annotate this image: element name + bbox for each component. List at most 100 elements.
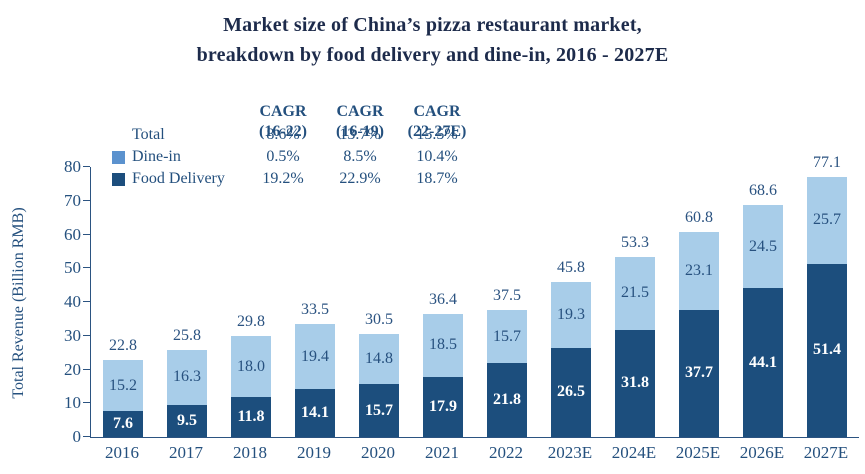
bar-total-label: 68.6 <box>749 182 777 200</box>
bar-segment-food-delivery: 14.1 <box>295 389 335 437</box>
bar-slot-2026e: 68.6 24.5 44.1 <box>731 167 795 437</box>
bar-total-label: 45.8 <box>557 259 585 277</box>
cagr-column-header: CAGR (22-27E) <box>407 103 467 140</box>
y-tick-label: 10 <box>64 393 81 413</box>
cagr-column-header: CAGR (16-19) <box>336 103 384 140</box>
bar-stack: 14.8 15.7 <box>359 334 399 437</box>
y-tick-mark <box>83 199 90 201</box>
x-axis-label-2024e: 2024E <box>611 443 657 462</box>
y-tick-label: 80 <box>64 157 81 176</box>
bar-total-label: 77.1 <box>813 153 841 171</box>
cagr-value-cell: 19.2% <box>262 170 304 187</box>
bar-segment-dine-in: 23.1 <box>679 231 719 310</box>
y-tick-label: 70 <box>64 190 81 210</box>
cagr-row-label-food-delivery: Food Delivery <box>112 168 243 190</box>
bar-slot-2016: 22.8 15.2 7.6 <box>91 167 155 437</box>
bar-stack: 21.5 31.8 <box>615 257 655 437</box>
bar-stack: 23.1 37.7 <box>679 231 719 437</box>
bar-slot-2023e: 45.8 19.3 26.5 <box>539 167 603 437</box>
y-tick-label: 20 <box>64 359 81 379</box>
bar-segment-dine-in: 16.3 <box>167 349 207 405</box>
bar-segment-food-delivery: 15.7 <box>359 384 399 437</box>
cagr-row-label-text: Food Delivery <box>132 170 225 187</box>
bar-segment-dine-in: 18.0 <box>231 336 271 398</box>
bar-segment-dine-in: 24.5 <box>743 205 783 289</box>
bar-segment-dine-in: 15.2 <box>103 360 143 412</box>
bar-segment-food-delivery: 17.9 <box>423 376 463 437</box>
y-axis-title: Total Revenue (Billion RMB) <box>10 207 27 399</box>
cagr-value-cell: 22.9% <box>339 170 381 187</box>
cagr-row-label-dine-in: Dine-in <box>112 146 243 168</box>
y-tick-mark <box>83 233 90 235</box>
bar-segment-food-delivery: 26.5 <box>551 347 591 437</box>
plot-area: 0 10 20 30 40 50 60 70 80 22.8 15.2 7.6 25.8 16.3 9.5… <box>64 154 859 446</box>
bar-slot-2024e: 53.3 21.5 31.8 <box>603 167 667 437</box>
cagr-table: CAGR (16-22) CAGR (16-19) CAGR (22-27E) Tot… <box>112 102 477 190</box>
bar-slot-2019: 33.5 19.4 14.1 <box>283 167 347 437</box>
x-axis-label-2021: 2021 <box>425 443 459 462</box>
cagr-column-header: CAGR (16-22) <box>259 103 307 140</box>
bar-segment-dine-in: 21.5 <box>615 257 655 330</box>
bar-segment-food-delivery: 51.4 <box>807 263 847 437</box>
bar-slot-2018: 29.8 18.0 11.8 <box>219 167 283 437</box>
chart-title-line2: breakdown by food delivery and dine-in, … <box>196 44 669 66</box>
bar-slot-2021: 36.4 18.5 17.9 <box>411 167 475 437</box>
bar-slot-2017: 25.8 16.3 9.5 <box>155 167 219 437</box>
y-tick-mark <box>83 301 90 303</box>
x-axis-label-2018: 2018 <box>233 443 267 462</box>
bar-stack: 24.5 44.1 <box>743 205 783 437</box>
bar-total-label: 22.8 <box>109 337 137 355</box>
x-axis-label-2016: 2016 <box>105 443 139 462</box>
chart-title: Market size of China’s pizza restaurant … <box>0 10 865 70</box>
bar-segment-food-delivery: 7.6 <box>103 411 143 437</box>
y-tick-mark <box>83 368 90 370</box>
cagr-value-cell: 0.5% <box>266 148 300 165</box>
legend-swatch-food-delivery <box>112 172 125 186</box>
cagr-value-cell: 10.4% <box>416 148 458 165</box>
x-axis-label-2027e: 2027E <box>803 443 849 462</box>
x-axis-labels: 2016 2017 2018 2019 2020 2021 2022 2023E 2024E 20… <box>90 443 858 463</box>
y-tick-mark <box>83 402 90 404</box>
x-axis-label-2023e: 2023E <box>547 443 593 462</box>
bar-total-label: 25.8 <box>173 326 201 344</box>
bar-segment-food-delivery: 37.7 <box>679 309 719 437</box>
x-axis-label-2019: 2019 <box>297 443 331 462</box>
bar-stack: 19.3 26.5 <box>551 282 591 437</box>
bar-segment-dine-in: 19.4 <box>295 323 335 390</box>
y-tick-mark <box>83 267 90 269</box>
bar-segment-dine-in: 15.7 <box>487 310 527 364</box>
x-axis-label-2020: 2020 <box>361 443 395 462</box>
bar-total-label: 36.4 <box>429 291 457 309</box>
cagr-row-label-total: Total <box>112 124 243 146</box>
cagr-value-cell: 18.7% <box>416 170 458 187</box>
cagr-value-cell: 13.7% <box>339 126 381 143</box>
y-tick-mark <box>83 436 90 438</box>
bar-stack: 18.5 17.9 <box>423 314 463 437</box>
bar-segment-dine-in: 25.7 <box>807 176 847 264</box>
bar-segment-dine-in: 19.3 <box>551 282 591 348</box>
bar-slot-2027e: 77.1 25.7 51.4 <box>795 154 859 437</box>
bar-stack: 15.7 21.8 <box>487 310 527 437</box>
y-tick-mark <box>83 166 90 168</box>
cagr-value-cell: 8.6% <box>266 126 300 143</box>
cagr-value-cell: 15.5% <box>416 126 458 143</box>
bar-stack: 18.0 11.8 <box>231 336 271 437</box>
cagr-row-label-text: Dine-in <box>132 148 181 165</box>
bar-total-label: 53.3 <box>621 234 649 252</box>
y-tick-label: 60 <box>64 224 81 244</box>
x-axis-label-2017: 2017 <box>169 443 203 462</box>
y-tick-label: 50 <box>64 258 81 278</box>
bar-segment-food-delivery: 9.5 <box>167 404 207 437</box>
cagr-row-label-text: Total <box>132 126 165 143</box>
bar-slot-2020: 30.5 14.8 15.7 <box>347 167 411 437</box>
bar-segment-dine-in: 18.5 <box>423 314 463 377</box>
bar-slot-2022: 37.5 15.7 21.8 <box>475 167 539 437</box>
cagr-value-cell: 8.5% <box>343 148 377 165</box>
bar-stack: 19.4 14.1 <box>295 323 335 437</box>
x-axis-label-2022: 2022 <box>489 443 523 462</box>
bar-total-label: 60.8 <box>685 208 713 226</box>
bar-stack: 15.2 7.6 <box>103 360 143 437</box>
y-tick-label: 30 <box>64 325 81 345</box>
bar-segment-food-delivery: 11.8 <box>231 397 271 437</box>
